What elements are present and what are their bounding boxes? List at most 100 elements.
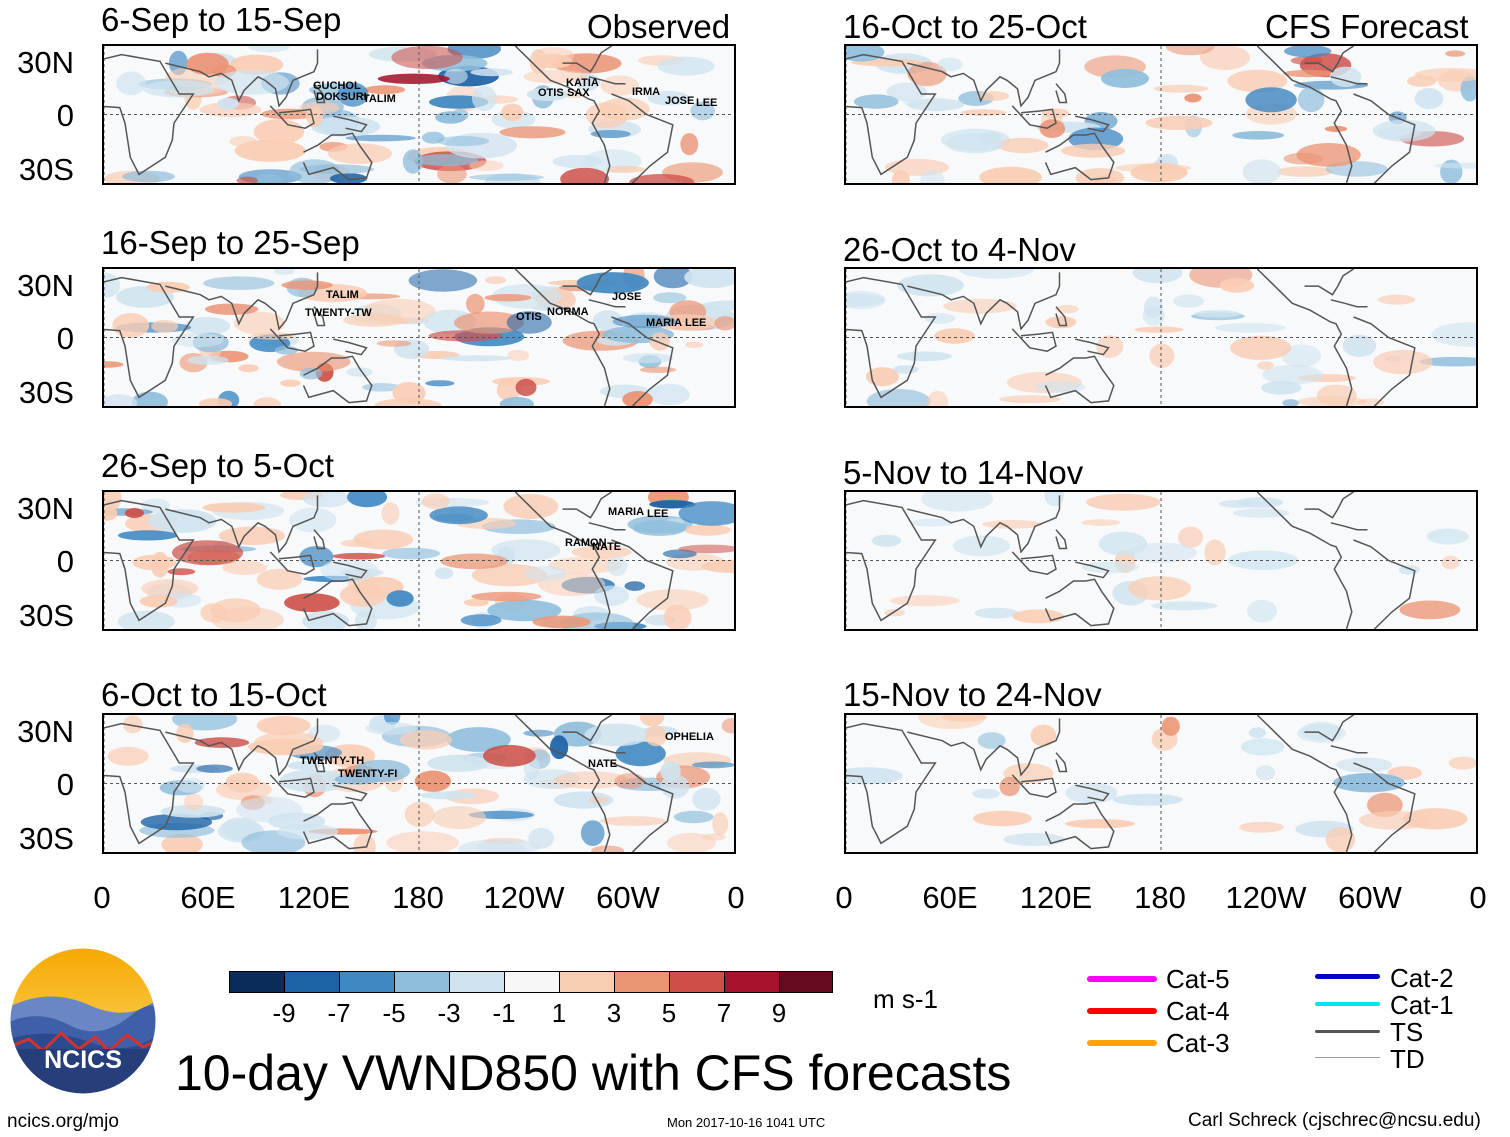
storm-label: TALIM: [363, 93, 396, 105]
storm-label: LEE: [685, 317, 707, 329]
panel-title-observed-2: 16-Sep to 25-Sep: [101, 224, 360, 261]
colorbar-cell: [669, 971, 725, 993]
ncics-logo-text: NCICS: [44, 1046, 122, 1074]
lat-label-30n: 30N: [17, 45, 74, 80]
colorbar-cell: [394, 971, 450, 993]
storm-label: NATE: [588, 758, 618, 770]
map-panel-forecast-1: [844, 44, 1478, 185]
storm-label: JOSE: [612, 291, 642, 303]
ncics-logo: NCICS: [9, 947, 157, 1095]
storm-label: DOKSURI: [316, 91, 367, 103]
lat-label-30s: 30S: [18, 821, 74, 856]
lat-label-30n: 30N: [17, 268, 74, 303]
colorbar-cell: [229, 971, 285, 993]
legend-label-cat4: Cat-4: [1166, 996, 1230, 1026]
lat-label-eq: 0: [56, 767, 74, 802]
colorbar-tick: -3: [437, 998, 461, 1028]
storm-label: RAMON: [565, 537, 607, 549]
footer-credit: Carl Schreck (cjschrec@ncsu.edu): [1188, 1110, 1481, 1131]
storm-label: NATE: [592, 541, 622, 553]
storm-label: LEE: [647, 508, 669, 520]
storm-label: KATIA: [566, 77, 599, 89]
colorbar-tick: -7: [327, 998, 351, 1028]
map-panel-forecast-2: [844, 267, 1478, 408]
storm-label: JOSE: [665, 95, 695, 107]
map-panel-forecast-4: [844, 713, 1478, 854]
lon-label-120e: 120E: [1019, 880, 1093, 915]
lon-label-0: 0: [93, 880, 111, 915]
colorbar-tick: -5: [382, 998, 406, 1028]
colorbar-cell: [779, 971, 833, 993]
colorbar-cell: [559, 971, 615, 993]
legend-label-cat2: Cat-2: [1390, 963, 1454, 993]
observed-label: Observed: [587, 8, 731, 45]
lon-label-120e: 120E: [277, 880, 351, 915]
colorbar-cell: [449, 971, 505, 993]
storm-label: TWENTY-FI: [338, 768, 398, 780]
map-panel-forecast-3: [844, 490, 1478, 631]
legend-swatch-cat1: [1315, 1002, 1380, 1006]
panel-title-observed-4: 6-Oct to 15-Oct: [101, 676, 327, 713]
colorbar-cell: [724, 971, 780, 993]
footer-url: ncics.org/mjo: [7, 1111, 119, 1132]
lat-label-30s: 30S: [18, 152, 74, 187]
lat-label-30s: 30S: [18, 598, 74, 633]
colorbar-cell: [504, 971, 560, 993]
storm-label: NORMA: [547, 306, 589, 318]
storm-label: MARIA: [646, 317, 683, 329]
colorbar-cell: [339, 971, 395, 993]
colorbar-cell: [284, 971, 340, 993]
panel-title-observed-3: 26-Sep to 5-Oct: [101, 447, 334, 484]
legend-swatch-cat3: [1087, 1040, 1157, 1046]
lat-label-eq: 0: [56, 321, 74, 356]
colorbar-tick: 1: [551, 998, 567, 1028]
lat-label-eq: 0: [56, 98, 74, 133]
legend-label-cat5: Cat-5: [1166, 964, 1230, 994]
panel-title-forecast-1: 16-Oct to 25-Oct: [843, 8, 1087, 45]
storm-label: GUCHOL: [313, 80, 361, 92]
lat-label-eq: 0: [56, 544, 74, 579]
legend-label-td: TD: [1390, 1044, 1425, 1074]
forecast-label: CFS Forecast: [1265, 8, 1469, 45]
lon-label-60w: 60W: [596, 880, 660, 915]
map-panel-observed-3: [102, 490, 736, 631]
footer-timestamp: Mon 2017-10-16 1041 UTC: [667, 1115, 826, 1130]
colorbar-units: m s-1: [873, 984, 938, 1014]
lat-label-30n: 30N: [17, 714, 74, 749]
panel-title-forecast-2: 26-Oct to 4-Nov: [843, 231, 1076, 268]
colorbar-tick: 3: [606, 998, 622, 1028]
legend-swatch-td: [1315, 1057, 1380, 1058]
colorbar-tick: 7: [716, 998, 732, 1028]
colorbar-tick: 5: [661, 998, 677, 1028]
main-title: 10-day VWND850 with CFS forecasts: [175, 1045, 1012, 1101]
legend-label-cat3: Cat-3: [1166, 1028, 1230, 1058]
lon-label-0: 0: [835, 880, 853, 915]
legend-swatch-cat5: [1087, 976, 1157, 982]
lon-label-180: 180: [392, 880, 444, 915]
map-panel-observed-4: [102, 713, 736, 854]
storm-label: MARIA: [608, 506, 645, 518]
lon-label-60w: 60W: [1338, 880, 1402, 915]
map-panel-observed-2: [102, 267, 736, 408]
storm-label: IRMA: [632, 86, 661, 98]
legend-label-ts: TS: [1390, 1017, 1424, 1047]
lon-label-60e: 60E: [922, 880, 978, 915]
storm-label: TWENTY-TW: [305, 307, 372, 319]
panel-title-forecast-4: 15-Nov to 24-Nov: [843, 676, 1102, 713]
legend-swatch-cat2: [1315, 974, 1380, 979]
storm-label: LEE: [696, 97, 718, 109]
storm-label: OTIS: [538, 87, 564, 99]
storm-label: OPHELIA: [665, 731, 714, 743]
colorbar-tick: 9: [771, 998, 787, 1028]
lon-label-120w: 120W: [483, 880, 565, 915]
lon-label-0-end: 0: [1469, 880, 1487, 915]
lat-label-30s: 30S: [18, 375, 74, 410]
panel-title-forecast-3: 5-Nov to 14-Nov: [843, 454, 1084, 491]
legend-label-cat1: Cat-1: [1390, 990, 1454, 1020]
storm-label: TWENTY-TH: [300, 755, 365, 767]
map-panel-observed-1: [102, 44, 736, 185]
legend-swatch-cat4: [1087, 1008, 1157, 1014]
storm-label: TALIM: [326, 289, 359, 301]
colorbar-cell: [614, 971, 670, 993]
storm-label: OTIS: [516, 311, 542, 323]
